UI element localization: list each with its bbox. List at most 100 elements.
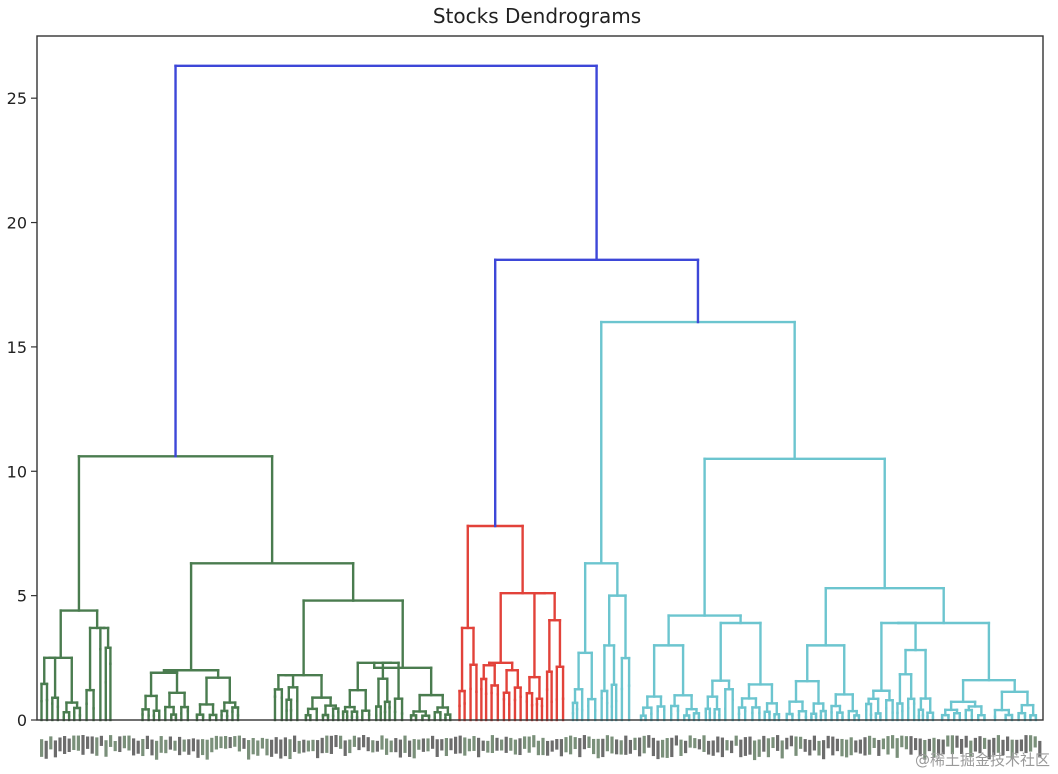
leaf-label-glyph bbox=[610, 736, 614, 754]
leaf-label-glyph bbox=[826, 735, 830, 749]
leaf-label-glyph bbox=[504, 736, 508, 753]
y-tick-label: 15 bbox=[7, 338, 27, 357]
leaf-label-glyph bbox=[72, 735, 76, 751]
leaf-label-glyph bbox=[964, 735, 968, 748]
leaf-labels bbox=[40, 735, 1042, 761]
leaf-label-glyph bbox=[941, 739, 945, 755]
leaf-label-glyph bbox=[500, 739, 504, 751]
leaf-label-glyph bbox=[201, 739, 205, 756]
leaf-label-glyph bbox=[596, 738, 600, 759]
leaf-label-glyph bbox=[58, 737, 62, 752]
leaf-label-glyph bbox=[891, 735, 895, 749]
leaf-label-glyph bbox=[725, 740, 729, 751]
y-tick-label: 25 bbox=[7, 89, 27, 108]
leaf-label-glyph bbox=[559, 739, 563, 757]
leaf-label-glyph bbox=[168, 736, 172, 750]
leaf-label-glyph bbox=[688, 735, 692, 748]
leaf-label-glyph bbox=[164, 739, 168, 754]
leaf-label-glyph bbox=[835, 738, 839, 752]
leaf-label-glyph bbox=[141, 738, 145, 757]
leaf-label-glyph bbox=[868, 735, 872, 755]
leaf-label-glyph bbox=[1038, 740, 1042, 758]
y-tick-label: 0 bbox=[17, 711, 27, 730]
leaf-label-glyph bbox=[674, 735, 678, 746]
leaf-label-glyph bbox=[109, 735, 113, 747]
leaf-label-glyph bbox=[914, 738, 918, 751]
leaf-label-glyph bbox=[950, 735, 954, 755]
leaf-label-glyph bbox=[927, 738, 931, 752]
leaf-label-glyph bbox=[228, 737, 232, 749]
leaf-label-glyph bbox=[44, 740, 48, 759]
leaf-label-glyph bbox=[325, 735, 329, 753]
leaf-label-glyph bbox=[831, 736, 835, 756]
leaf-label-glyph bbox=[766, 738, 770, 758]
leaf-label-glyph bbox=[716, 736, 720, 753]
leaf-label-glyph bbox=[670, 737, 674, 758]
leaf-label-glyph bbox=[799, 736, 803, 749]
leaf-label-glyph bbox=[748, 736, 752, 755]
leaf-label-glyph bbox=[776, 735, 780, 751]
leaf-label-glyph bbox=[569, 735, 573, 755]
leaf-label-glyph bbox=[877, 739, 881, 756]
leaf-label-glyph bbox=[854, 740, 858, 753]
leaf-label-glyph bbox=[403, 735, 407, 753]
leaf-label-glyph bbox=[270, 739, 274, 757]
leaf-label-glyph bbox=[417, 739, 421, 750]
leaf-label-glyph bbox=[647, 735, 651, 748]
leaf-label-glyph bbox=[605, 735, 609, 752]
leaf-label-glyph bbox=[1029, 735, 1033, 752]
leaf-label-glyph bbox=[1001, 739, 1005, 756]
leaf-label-glyph bbox=[555, 739, 559, 750]
leaf-label-glyph bbox=[155, 740, 159, 760]
leaf-label-glyph bbox=[334, 735, 338, 748]
leaf-label-glyph bbox=[794, 736, 798, 756]
leaf-label-glyph bbox=[509, 737, 513, 751]
leaf-label-glyph bbox=[136, 740, 140, 754]
leaf-label-glyph bbox=[978, 736, 982, 754]
leaf-label-glyph bbox=[348, 739, 352, 754]
leaf-label-glyph bbox=[638, 737, 642, 757]
leaf-label-glyph bbox=[371, 740, 375, 753]
leaf-label-glyph bbox=[973, 737, 977, 752]
leaf-label-glyph bbox=[398, 739, 402, 758]
leaf-label-glyph bbox=[536, 740, 540, 756]
leaf-label-glyph bbox=[329, 735, 333, 754]
leaf-label-glyph bbox=[182, 739, 186, 752]
leaf-label-glyph bbox=[122, 735, 126, 749]
leaf-label-glyph bbox=[362, 735, 366, 748]
leaf-label-glyph bbox=[306, 740, 310, 752]
watermark-text: @稀土掘金技术社区 bbox=[914, 751, 1050, 769]
leaf-label-glyph bbox=[256, 740, 260, 756]
leaf-label-glyph bbox=[67, 738, 71, 752]
leaf-label-glyph bbox=[205, 739, 209, 760]
leaf-label-glyph bbox=[389, 740, 393, 753]
leaf-label-glyph bbox=[265, 738, 269, 756]
leaf-label-glyph bbox=[178, 736, 182, 756]
leaf-label-glyph bbox=[113, 740, 117, 752]
y-axis-ticks: 0 5 10 15 20 25 bbox=[7, 89, 37, 730]
leaf-label-glyph bbox=[283, 737, 287, 757]
leaf-label-glyph bbox=[730, 740, 734, 754]
leaf-label-glyph bbox=[467, 738, 471, 752]
leaf-label-glyph bbox=[656, 740, 660, 760]
leaf-label-glyph bbox=[458, 735, 462, 754]
leaf-label-glyph bbox=[564, 737, 568, 753]
leaf-label-glyph bbox=[845, 739, 849, 758]
leaf-label-glyph bbox=[279, 739, 283, 759]
leaf-label-glyph bbox=[490, 735, 494, 754]
leaf-label-glyph bbox=[127, 735, 131, 751]
leaf-label-glyph bbox=[352, 735, 356, 747]
leaf-label-glyph bbox=[582, 735, 586, 750]
leaf-label-glyph bbox=[757, 739, 761, 757]
y-tick-label: 20 bbox=[7, 214, 27, 233]
leaf-label-glyph bbox=[872, 737, 876, 748]
leaf-label-glyph bbox=[49, 736, 53, 750]
leaf-label-glyph bbox=[99, 735, 103, 746]
leaf-label-glyph bbox=[527, 736, 531, 753]
leaf-label-glyph bbox=[145, 735, 149, 750]
leaf-label-glyph bbox=[357, 737, 361, 751]
leaf-label-glyph bbox=[615, 739, 619, 755]
leaf-label-glyph bbox=[886, 736, 890, 755]
leaf-label-glyph bbox=[380, 735, 384, 750]
